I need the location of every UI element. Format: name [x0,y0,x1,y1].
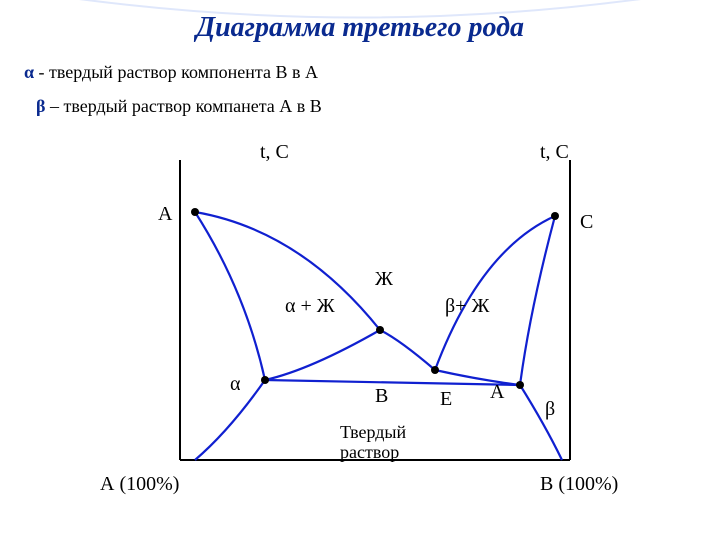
point-label-E: E [440,388,452,410]
region-label-2: β+ Ж [445,295,489,317]
point-label-B_peak: В [375,385,388,407]
y-label-left: t, C [260,141,289,163]
slide-title: Диаграмма третьего рода [0,12,720,44]
x-label-right: В (100%) [540,473,618,495]
alpha-text: - твердый раствор компонента В в А [34,62,318,82]
point-C_melt [551,212,559,220]
y-label-right: t, C [540,141,569,163]
phase-diagram: А С В E А Жα + Ж β+ Ж α β Твердыйраствор t, C t,… [100,140,620,500]
curve-solvus_right [520,385,562,460]
legend-beta: β – твердый раствор компанета А в В [36,96,322,117]
beta-text: – твердый раствор компанета А в В [45,96,321,116]
point-A_melt [191,208,199,216]
point-E [431,366,439,374]
region-label-6: раствор [340,442,399,462]
region-label-3: α [230,373,241,395]
points-group: А С В E А [158,203,593,410]
point-label-C_melt: С [580,211,593,233]
region-label-5: Твердый [340,422,406,442]
point-B_peak [376,326,384,334]
point-label-A_melt: А [158,203,173,225]
curve-liquidus_right [380,216,555,370]
point-A_eut [516,381,524,389]
region-label-4: β [545,398,555,420]
region-label-1: α + Ж [285,295,335,317]
region-labels-group: Жα + Ж β+ Ж α β Твердыйраствор [230,268,555,462]
point-label-A_eut: А [490,381,505,403]
point-alpha_end [261,376,269,384]
region-label-0: Ж [375,268,393,290]
alpha-symbol: α [24,62,34,82]
curve-eutectic_line [265,380,520,385]
x-label-left: А (100%) [100,473,179,495]
legend-alpha: α - твердый раствор компонента В в А [24,62,318,83]
